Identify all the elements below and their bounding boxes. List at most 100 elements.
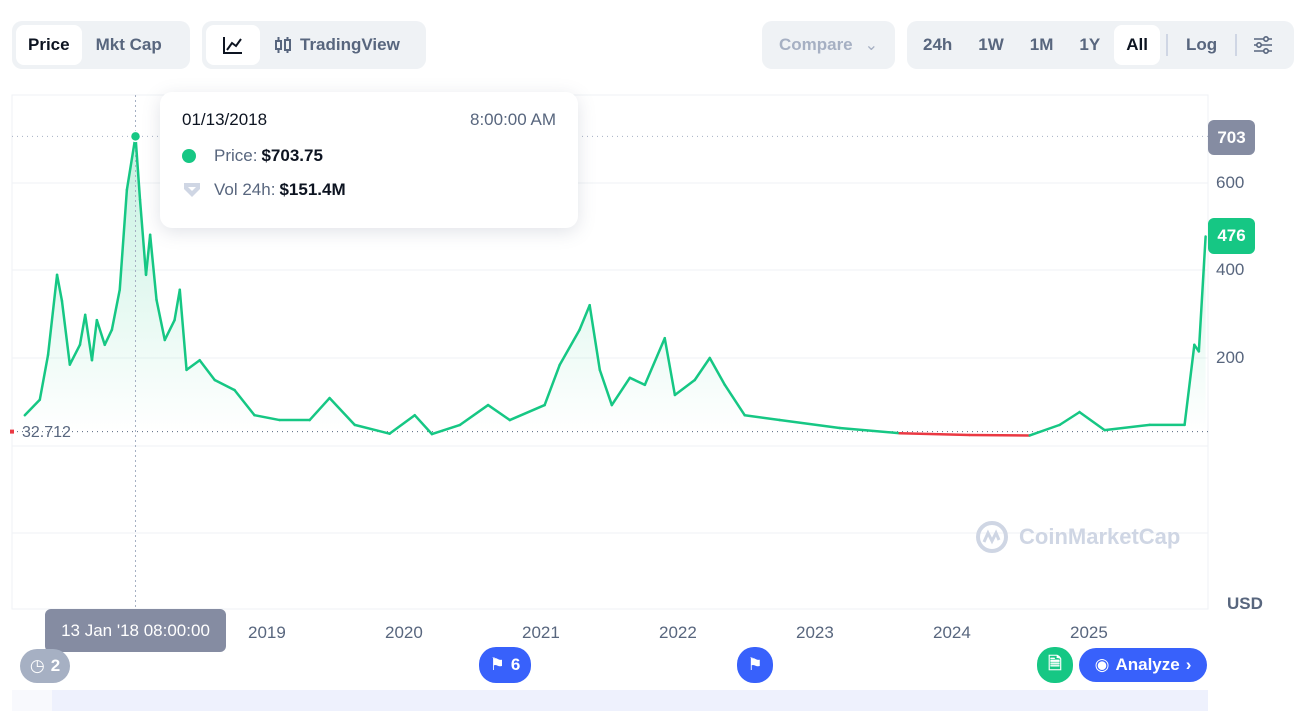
price-line-segment xyxy=(508,403,546,422)
mktcap-tab[interactable]: Mkt Cap xyxy=(95,35,162,54)
tradingview-button[interactable]: TradingView xyxy=(262,25,412,65)
price-line-segment xyxy=(68,343,82,366)
tooltip: 01/13/2018 8:00:00 AM Price: $703.75 Vol… xyxy=(160,92,578,228)
price-line-segment xyxy=(588,303,602,372)
price-line-segment xyxy=(643,336,666,387)
chart-type-toggle: TradingView xyxy=(202,21,426,69)
price-line-segment xyxy=(233,388,256,417)
price-line-segment xyxy=(148,233,158,302)
settings-button[interactable] xyxy=(1243,25,1283,65)
price-line-segment xyxy=(413,413,434,436)
x-tick: 2023 xyxy=(796,623,834,642)
history-icon: ◷ xyxy=(29,656,45,675)
tooltip-price: $703.75 xyxy=(261,146,323,165)
volume-icon xyxy=(184,183,200,197)
price-line-segment xyxy=(673,378,697,397)
event-marker[interactable]: ⚑ xyxy=(737,647,773,683)
currency-label: USD xyxy=(1227,594,1263,613)
price-line-segment xyxy=(95,318,106,347)
price-line-segment xyxy=(173,288,182,322)
analyze-button[interactable]: ◉ Analyze › xyxy=(1079,648,1207,682)
price-line-segment xyxy=(308,396,331,422)
history-marker[interactable]: ◷ 2 xyxy=(20,649,70,683)
chevron-right-icon: › xyxy=(1185,655,1192,674)
log-toggle[interactable]: Log xyxy=(1185,35,1218,54)
range-navigator[interactable] xyxy=(12,690,1208,711)
price-line-segment xyxy=(663,336,677,397)
range-1w[interactable]: 1W xyxy=(978,35,1004,54)
price-line-segment xyxy=(1197,235,1207,353)
price-line-segment xyxy=(23,398,42,417)
price-line-segment xyxy=(1103,423,1151,432)
y-tick: 400 xyxy=(1216,260,1245,279)
price-dot-icon xyxy=(182,149,196,163)
price-line-segment xyxy=(103,328,114,347)
compare-label: Compare xyxy=(778,35,853,54)
tradingview-label: TradingView xyxy=(300,35,400,54)
price-line-segment xyxy=(144,233,152,277)
divider xyxy=(1235,34,1238,56)
x-tick: 2021 xyxy=(522,623,560,642)
price-line-segment xyxy=(46,273,59,357)
price-line-segment xyxy=(628,376,647,387)
price-line-segment xyxy=(138,198,148,277)
price-line-segment xyxy=(60,299,72,366)
price-line-segment xyxy=(90,318,99,362)
line-chart-icon xyxy=(223,37,242,54)
range-24h[interactable]: 24h xyxy=(923,35,953,54)
divider xyxy=(1165,34,1168,56)
compare-dropdown[interactable]: Compare ⌄ xyxy=(762,21,895,69)
line-chart-button[interactable] xyxy=(206,25,260,65)
current-price-tag: 476 xyxy=(1208,218,1255,254)
price-line-segment xyxy=(430,423,462,436)
y-tick: 200 xyxy=(1216,348,1245,367)
price-line-segment xyxy=(723,383,746,417)
price-line-segment xyxy=(693,356,712,382)
price-line-segment xyxy=(213,378,236,392)
events-marker[interactable]: ⚑ 6 xyxy=(479,647,531,683)
tooltip-time: 8:00:00 AM xyxy=(469,110,556,129)
tooltip-date: 01/13/2018 xyxy=(182,110,268,129)
price-line-segment xyxy=(1058,410,1081,427)
price-line-segment xyxy=(353,423,391,435)
price-line-segment xyxy=(178,288,188,372)
baseline-label: 32.712 xyxy=(22,424,71,441)
x-tick: 2020 xyxy=(385,623,423,642)
tooltip-vol-label: Vol 24h: xyxy=(214,180,276,199)
price-line-segment xyxy=(388,413,416,435)
price-line-segment xyxy=(55,273,64,303)
price-line-segment xyxy=(83,313,94,362)
document-icon: 🗎 xyxy=(1048,653,1062,673)
hover-point xyxy=(129,130,142,143)
price-line-segment xyxy=(134,135,142,201)
price-line-segment xyxy=(185,358,201,372)
range-all[interactable]: All xyxy=(1114,25,1160,65)
price-line-segment xyxy=(578,303,591,332)
watermark: CoinMarketCap xyxy=(975,520,1180,554)
news-marker[interactable]: 🗎 xyxy=(1037,647,1073,683)
price-line-segment xyxy=(163,318,176,342)
price-line-segment xyxy=(328,396,356,427)
cursor-date-label: 13 Jan '18 08:00:00 xyxy=(45,609,226,652)
price-line-segment xyxy=(708,356,727,387)
high-price-tag: 703 xyxy=(1208,120,1255,155)
price-line-segment xyxy=(118,188,129,292)
price-line-segment xyxy=(838,426,901,435)
metric-toggle: Price Mkt Cap xyxy=(12,21,190,69)
sliders-icon xyxy=(1254,36,1273,54)
price-line-segment xyxy=(1078,410,1106,432)
price-line-segment xyxy=(198,358,216,382)
price-tab[interactable]: Price xyxy=(16,25,82,65)
price-line-segment xyxy=(558,328,581,367)
price-line-segment xyxy=(78,313,87,347)
price-line-segment xyxy=(38,353,50,402)
flag-icon: ⚑ xyxy=(747,655,763,674)
range-1y[interactable]: 1Y xyxy=(1079,35,1101,54)
range-1m[interactable]: 1M xyxy=(1029,35,1054,54)
x-tick: 2019 xyxy=(248,623,286,642)
tooltip-price-label: Price: xyxy=(214,146,258,165)
candlestick-icon xyxy=(275,37,291,53)
price-line-segment xyxy=(110,288,121,332)
price-line-segment xyxy=(778,418,841,430)
